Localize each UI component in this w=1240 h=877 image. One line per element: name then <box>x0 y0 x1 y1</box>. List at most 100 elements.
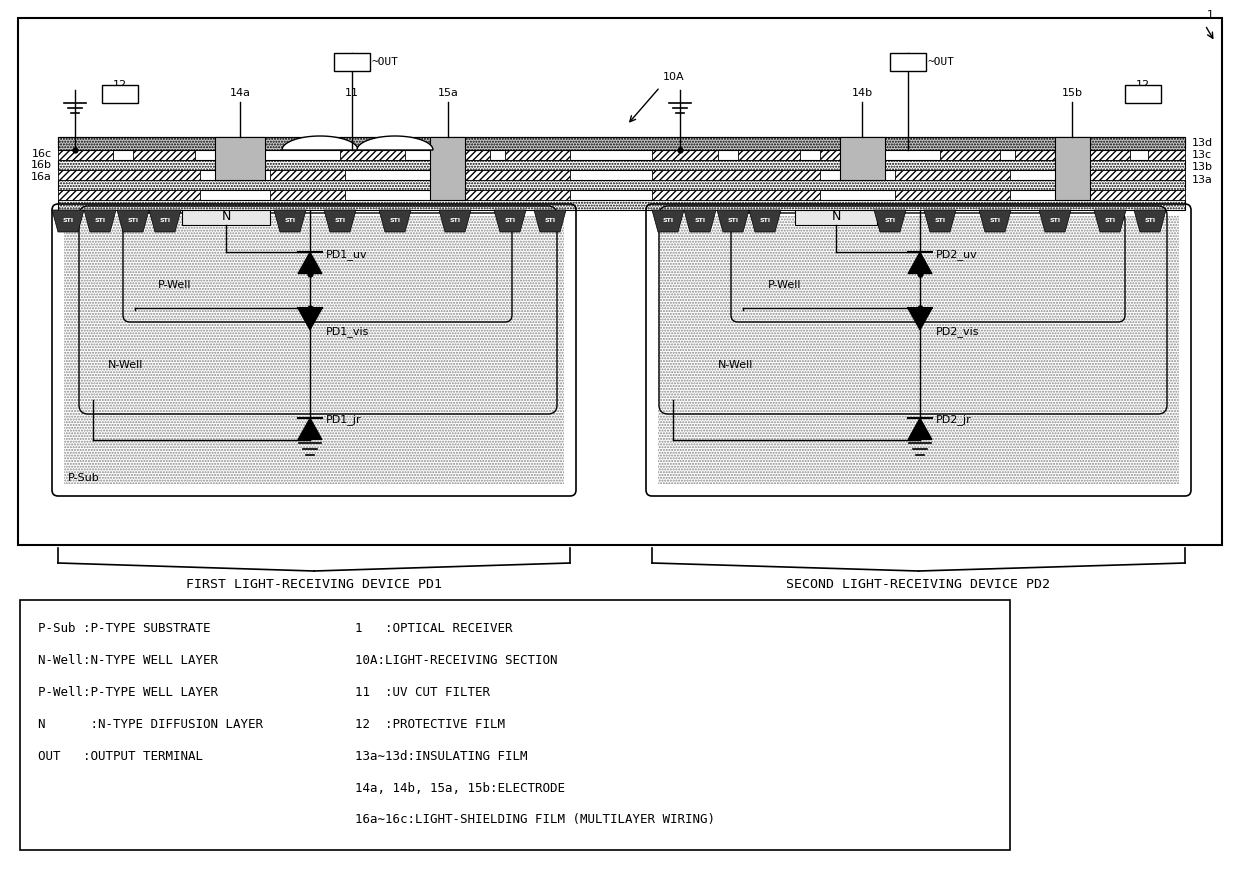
Text: STI: STI <box>935 218 946 224</box>
Polygon shape <box>1094 210 1126 232</box>
Text: PD1_jr: PD1_jr <box>326 415 362 425</box>
Bar <box>58 160 1185 170</box>
Polygon shape <box>494 210 526 232</box>
Text: 16b: 16b <box>31 160 52 170</box>
Bar <box>820 148 875 160</box>
Text: 13a: 13a <box>1192 175 1213 185</box>
Text: PD2_uv: PD2_uv <box>936 250 978 260</box>
Text: 11: 11 <box>345 88 360 98</box>
Polygon shape <box>652 210 684 232</box>
Text: N-Well:N-TYPE WELL LAYER: N-Well:N-TYPE WELL LAYER <box>38 653 218 667</box>
Text: 1: 1 <box>1207 10 1214 20</box>
Bar <box>1016 148 1065 160</box>
Text: FIRST LIGHT-RECEIVING DEVICE PD1: FIRST LIGHT-RECEIVING DEVICE PD1 <box>186 579 441 591</box>
Text: PD2_vis: PD2_vis <box>936 326 980 338</box>
Bar <box>270 170 345 180</box>
Text: 10A: 10A <box>663 72 684 82</box>
Bar <box>58 200 1185 210</box>
Text: STI: STI <box>284 218 295 224</box>
Polygon shape <box>149 210 181 232</box>
Text: 15a: 15a <box>438 88 459 98</box>
Text: N      :N-TYPE DIFFUSION LAYER: N :N-TYPE DIFFUSION LAYER <box>38 717 263 731</box>
Text: P-Well: P-Well <box>157 280 191 290</box>
Polygon shape <box>324 210 356 232</box>
Bar <box>58 148 113 160</box>
Text: P-Well: P-Well <box>768 280 801 290</box>
Text: N-Well: N-Well <box>718 360 754 370</box>
Polygon shape <box>1039 210 1071 232</box>
Text: N: N <box>210 210 218 224</box>
Bar <box>19 18 1221 545</box>
Bar <box>430 148 490 160</box>
Bar <box>1080 190 1185 200</box>
Text: P-Well:P-TYPE WELL LAYER: P-Well:P-TYPE WELL LAYER <box>38 686 218 698</box>
Text: 13c: 13c <box>1192 150 1213 160</box>
Text: 11  :UV CUT FILTER: 11 :UV CUT FILTER <box>355 686 490 698</box>
Text: STI: STI <box>505 218 516 224</box>
Text: 13b: 13b <box>1192 162 1213 172</box>
Bar <box>58 137 1185 148</box>
Bar <box>1080 170 1185 180</box>
Bar <box>652 170 820 180</box>
Text: N: N <box>831 210 841 224</box>
Bar <box>430 190 570 200</box>
Bar <box>133 148 195 160</box>
Bar <box>20 600 1011 850</box>
Text: STI: STI <box>759 218 770 224</box>
Bar <box>1125 85 1161 103</box>
Bar <box>182 210 270 225</box>
Polygon shape <box>924 210 956 232</box>
Polygon shape <box>980 210 1011 232</box>
Polygon shape <box>684 210 715 232</box>
Bar <box>940 148 999 160</box>
Bar <box>64 216 564 484</box>
Bar <box>430 137 465 200</box>
Text: 16c: 16c <box>32 149 52 159</box>
Bar <box>895 170 1011 180</box>
Text: N-Well: N-Well <box>108 360 144 370</box>
Bar <box>1055 137 1090 200</box>
Text: STI: STI <box>389 218 401 224</box>
Bar <box>795 210 877 225</box>
Bar <box>430 170 570 180</box>
Text: STI: STI <box>94 218 105 224</box>
Polygon shape <box>908 252 932 274</box>
Text: 10A:LIGHT-RECEIVING SECTION: 10A:LIGHT-RECEIVING SECTION <box>355 653 558 667</box>
Bar <box>658 216 1179 484</box>
Text: STI: STI <box>694 218 706 224</box>
Text: PD2_jr: PD2_jr <box>936 415 972 425</box>
Text: 14a: 14a <box>229 88 250 98</box>
Text: 16a∼16c:LIGHT-SHIELDING FILM (MULTILAYER WIRING): 16a∼16c:LIGHT-SHIELDING FILM (MULTILAYER… <box>355 814 715 826</box>
Text: PD1_uv: PD1_uv <box>326 250 367 260</box>
Text: STI: STI <box>128 218 139 224</box>
Text: ~OUT: ~OUT <box>372 57 399 67</box>
Polygon shape <box>534 210 565 232</box>
Bar <box>738 148 800 160</box>
Polygon shape <box>379 210 410 232</box>
Bar <box>270 190 345 200</box>
Bar <box>340 148 405 160</box>
Text: 16a: 16a <box>31 172 52 182</box>
Text: PD1_vis: PD1_vis <box>326 326 370 338</box>
Polygon shape <box>84 210 117 232</box>
Polygon shape <box>298 418 322 439</box>
Text: 13d: 13d <box>1192 138 1213 148</box>
Polygon shape <box>274 210 306 232</box>
Bar <box>652 190 820 200</box>
Text: 15b: 15b <box>1061 88 1083 98</box>
Bar <box>890 53 926 71</box>
Polygon shape <box>52 210 84 232</box>
Bar <box>58 180 1185 190</box>
Bar <box>58 170 200 180</box>
Polygon shape <box>117 210 149 232</box>
Text: N: N <box>826 210 835 224</box>
Text: 14a, 14b, 15a, 15b:ELECTRODE: 14a, 14b, 15a, 15b:ELECTRODE <box>355 781 565 795</box>
Text: STI: STI <box>662 218 673 224</box>
Polygon shape <box>439 210 471 232</box>
Text: P-Sub :P-TYPE SUBSTRATE: P-Sub :P-TYPE SUBSTRATE <box>38 622 211 634</box>
Text: STI: STI <box>335 218 346 224</box>
Polygon shape <box>717 210 749 232</box>
Bar <box>215 148 265 160</box>
Bar <box>215 137 265 180</box>
Text: 14b: 14b <box>852 88 873 98</box>
